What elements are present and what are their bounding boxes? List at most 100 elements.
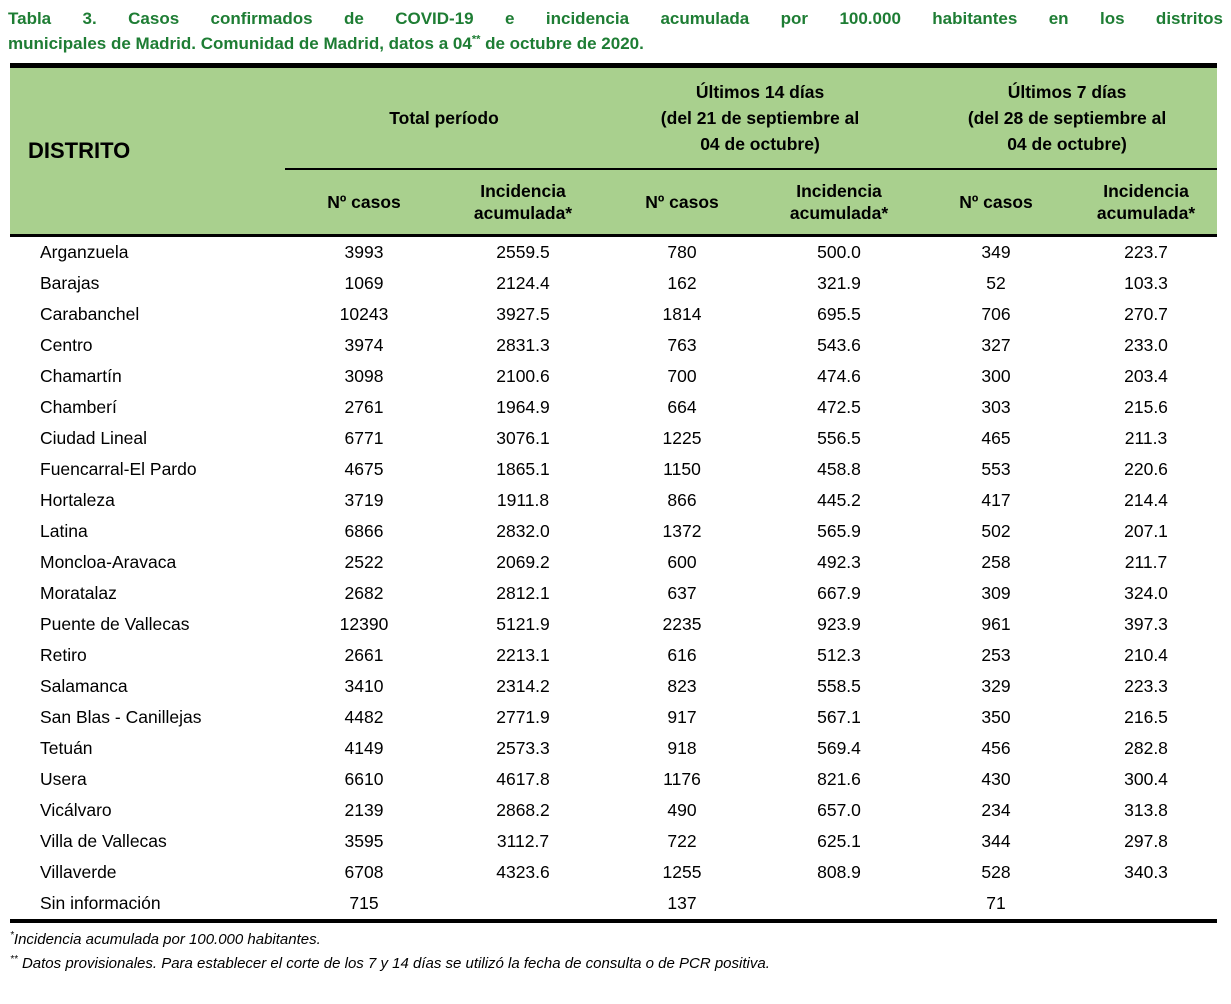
table-row: San Blas - Canillejas 4482 2771.9 917 567.1 3…: [10, 702, 1217, 733]
district-cell: Hortaleza: [40, 490, 115, 510]
district-cell: Barajas: [40, 273, 100, 293]
district-cell: Moncloa-Aravaca: [40, 552, 177, 572]
district-cell: Carabanchel: [40, 304, 140, 324]
page-title-line2-text: municipales de Madrid. Comunidad de Madr…: [8, 34, 472, 53]
value-cell: 458.8: [817, 459, 861, 479]
value-cell: 543.6: [817, 335, 861, 355]
group-header-line: 04 de octubre): [700, 134, 820, 154]
value-cell: 556.5: [817, 428, 861, 448]
value-cell: 2812.1: [496, 583, 550, 603]
value-cell: 220.6: [1124, 459, 1168, 479]
value-cell: 52: [986, 273, 1006, 293]
value-cell: 71: [986, 893, 1006, 913]
district-cell: Ciudad Lineal: [40, 428, 148, 448]
value-cell: 1814: [662, 304, 702, 324]
value-cell: 780: [667, 242, 697, 262]
group-header-line: (del 28 de septiembre al: [967, 108, 1167, 128]
value-cell: 3410: [344, 676, 384, 696]
value-cell: 216.5: [1124, 707, 1168, 727]
value-cell: 2831.3: [496, 335, 550, 355]
value-cell: 203.4: [1124, 366, 1168, 386]
value-cell: 2139: [344, 800, 384, 820]
district-cell: Salamanca: [40, 676, 128, 696]
table-row: Latina 6866 2832.0 1372 565.9 502 207.1: [10, 516, 1217, 547]
value-cell: 6708: [344, 862, 384, 882]
table-row: Fuencarral-El Pardo 4675 1865.1 1150 458.8 55…: [10, 454, 1217, 485]
value-cell: 1865.1: [496, 459, 550, 479]
value-cell: 207.1: [1124, 521, 1168, 541]
table-header: DISTRITO Total período Últimos 14 días (…: [10, 65, 1218, 237]
value-cell: 430: [981, 769, 1011, 789]
value-cell: 695.5: [817, 304, 861, 324]
value-cell: 600: [667, 552, 697, 572]
value-cell: 1372: [662, 521, 702, 541]
subheader-cases-total: Nº casos: [285, 169, 443, 237]
table-row: Tetuán 4149 2573.3 918 569.4 456 282.8: [10, 733, 1217, 764]
footnotes: *Incidencia acumulada por 100.000 habita…: [10, 928, 1223, 976]
district-cell: Moratalaz: [40, 583, 117, 603]
value-cell: 3595: [344, 831, 384, 851]
group-header-line: 04 de octubre): [1007, 134, 1127, 154]
district-cell: Vicálvaro: [40, 800, 112, 820]
district-cell: Centro: [40, 335, 93, 355]
value-cell: 2832.0: [496, 521, 550, 541]
table-row: Sin información 715 137 71: [10, 888, 1217, 921]
value-cell: 10243: [339, 304, 389, 324]
value-cell: 4675: [344, 459, 384, 479]
value-cell: 211.7: [1124, 552, 1168, 572]
group-header-last-7-days: Últimos 7 días (del 28 de septiembre al …: [917, 65, 1218, 170]
value-cell: 3098: [344, 366, 384, 386]
district-column-header: DISTRITO: [10, 65, 285, 237]
footnote-2: ** Datos provisionales. Para establecer …: [10, 952, 1223, 976]
value-cell: 350: [981, 707, 1011, 727]
group-header-total-period: Total período: [285, 65, 603, 170]
value-cell: 2314.2: [496, 676, 550, 696]
district-cell: Latina: [40, 521, 88, 541]
table-row: Centro 3974 2831.3 763 543.6 327 233.0: [10, 330, 1217, 361]
value-cell: 349: [981, 242, 1011, 262]
group-header-last-14-days: Últimos 14 días (del 21 de septiembre al…: [603, 65, 918, 170]
table-row: Hortaleza 3719 1911.8 866 445.2 417 214.4: [10, 485, 1217, 516]
table-row: Chamartín 3098 2100.6 700 474.6 300 203.4: [10, 361, 1217, 392]
value-cell: 214.4: [1124, 490, 1168, 510]
table-row: Barajas 1069 2124.4 162 321.9 52 103.3: [10, 268, 1217, 299]
value-cell: 3076.1: [496, 428, 550, 448]
value-cell: 923.9: [817, 614, 861, 634]
district-cell: Fuencarral-El Pardo: [40, 459, 197, 479]
table-row: Moratalaz 2682 2812.1 637 667.9 309 324.0: [10, 578, 1217, 609]
table-row: Salamanca 3410 2314.2 823 558.5 329 223.3: [10, 671, 1217, 702]
footnote-1-marker: *: [10, 930, 14, 941]
value-cell: 1255: [662, 862, 702, 882]
district-cell: Chamartín: [40, 366, 122, 386]
value-cell: 715: [349, 893, 379, 913]
title-footnote-marker: **: [471, 33, 481, 46]
table-row: Vicálvaro 2139 2868.2 490 657.0 234 313.8: [10, 795, 1217, 826]
value-cell: 210.4: [1124, 645, 1168, 665]
value-cell: 500.0: [817, 242, 861, 262]
value-cell: 625.1: [817, 831, 861, 851]
table-row: Villa de Vallecas 3595 3112.7 722 625.1 344 29…: [10, 826, 1217, 857]
value-cell: 3993: [344, 242, 384, 262]
value-cell: 300.4: [1124, 769, 1168, 789]
value-cell: 3927.5: [496, 304, 550, 324]
value-cell: 569.4: [817, 738, 861, 758]
value-cell: 2559.5: [496, 242, 550, 262]
value-cell: 327: [981, 335, 1011, 355]
footnote-2-text: Datos provisionales. Para establecer el …: [17, 955, 770, 972]
value-cell: 3719: [344, 490, 384, 510]
value-cell: 4323.6: [496, 862, 550, 882]
group-header-line: Últimos 7 días: [1007, 82, 1127, 102]
value-cell: 763: [667, 335, 697, 355]
value-cell: [761, 888, 917, 921]
value-cell: 917: [667, 707, 697, 727]
value-cell: 456: [981, 738, 1011, 758]
value-cell: 417: [981, 490, 1011, 510]
value-cell: 1176: [663, 769, 701, 789]
value-cell: 918: [667, 738, 697, 758]
footnote-1: *Incidencia acumulada por 100.000 habita…: [10, 928, 1223, 952]
value-cell: 722: [667, 831, 697, 851]
footnote-1-text: Incidencia acumulada por 100.000 habitan…: [13, 931, 321, 948]
value-cell: 5121.9: [496, 614, 550, 634]
value-cell: 1911.8: [496, 490, 550, 510]
